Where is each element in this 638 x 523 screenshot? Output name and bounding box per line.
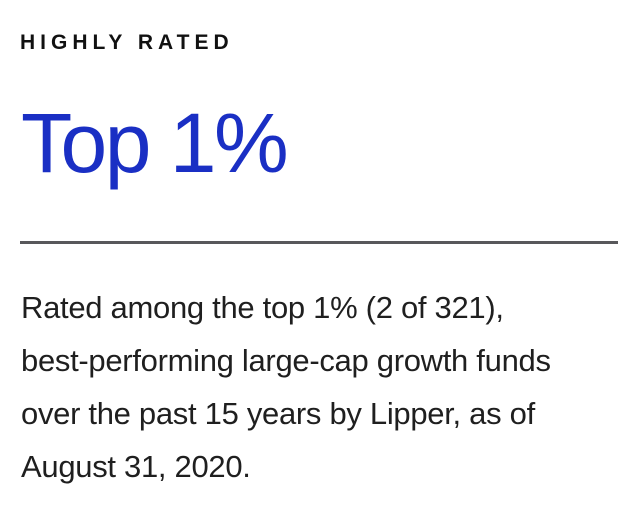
body-paragraph: Rated among the top 1% (2 of 321), best-… [21,281,611,493]
headline: Top 1% [21,96,289,191]
eyebrow-label: HIGHLY RATED [20,31,234,54]
highlight-card: HIGHLY RATED Top 1% Rated among the top … [0,31,638,523]
body-line: over the past 15 years by Lipper, as of [21,396,535,432]
body-line: best-performing large-cap growth funds [21,343,551,379]
body-line: August 31, 2020. [21,449,251,485]
body-line: Rated among the top 1% (2 of 321), [21,290,504,326]
divider [20,241,618,245]
